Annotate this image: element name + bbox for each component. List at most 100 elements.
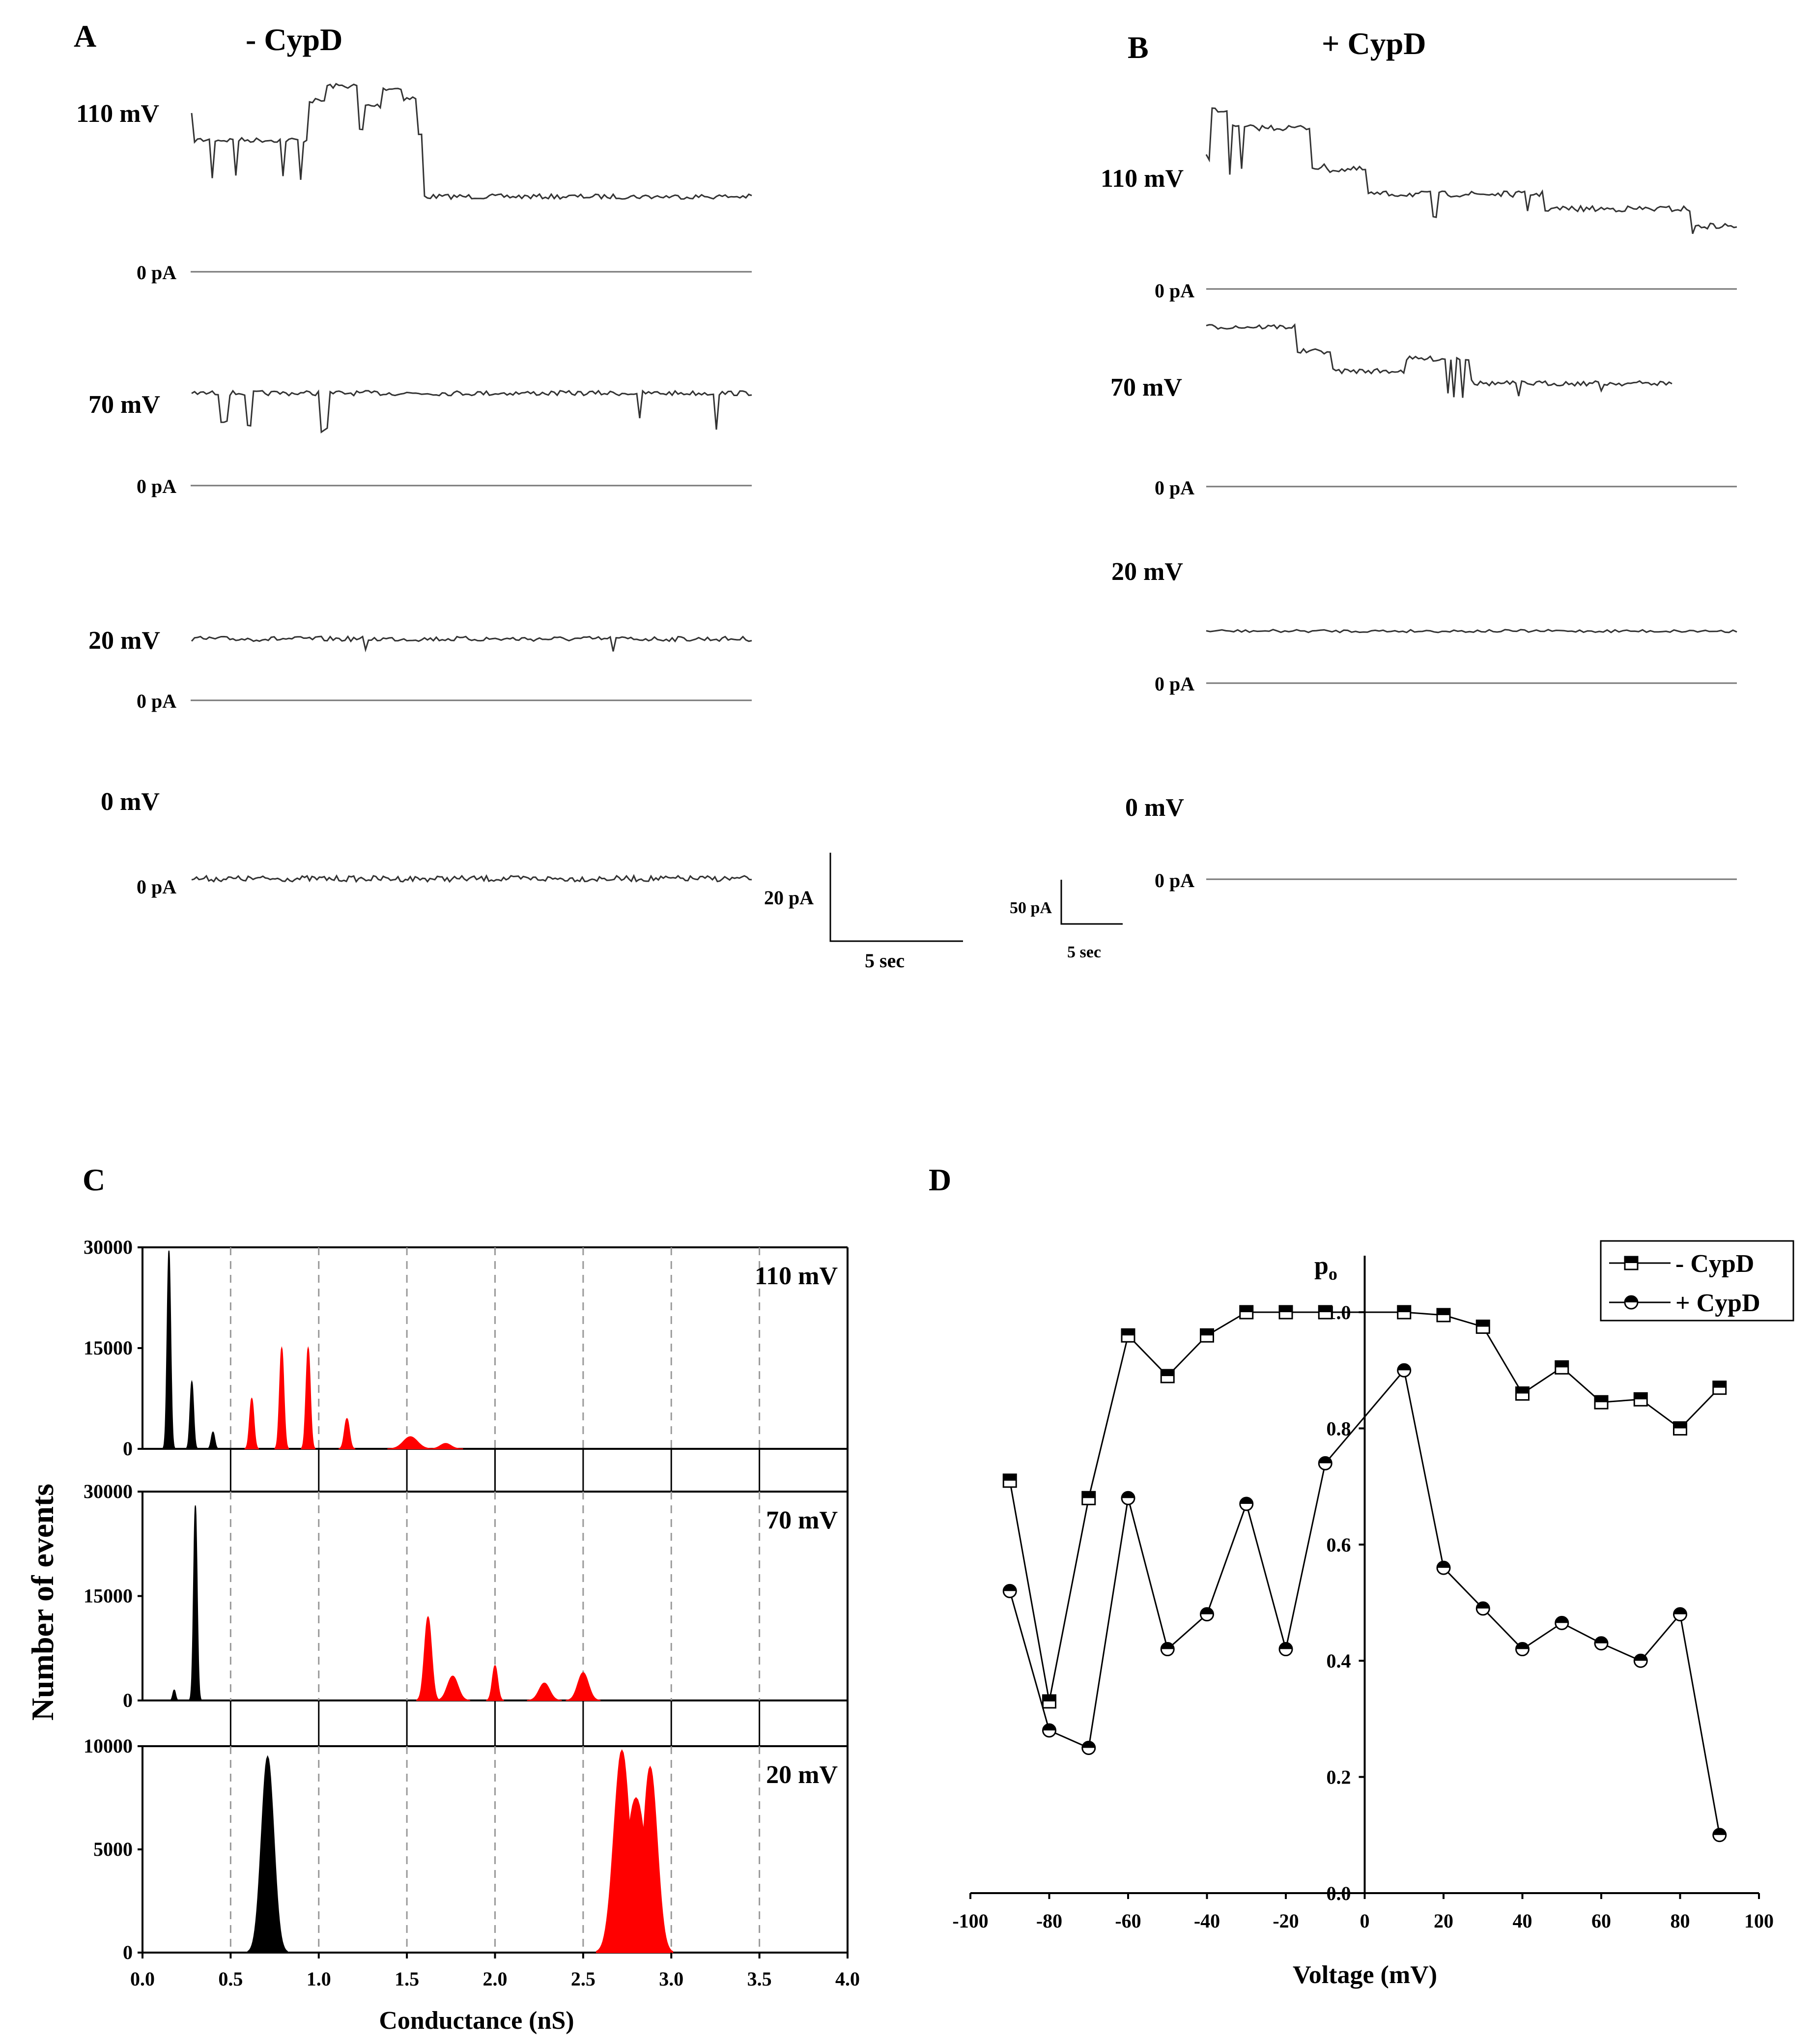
c-red-bars-0-peak-1	[274, 1346, 289, 1449]
c-black-bars-2	[247, 1755, 288, 1953]
d-point-0-12-fill	[1516, 1387, 1529, 1394]
d-point-0-0-fill	[1003, 1474, 1017, 1481]
d-point-0-1-fill	[1043, 1695, 1056, 1701]
d-series-1	[1002, 1363, 1727, 1842]
a-scalebar-current: 20 pA	[764, 887, 814, 909]
d-point-1-3-fill	[1122, 1492, 1134, 1498]
a-trace-20	[191, 635, 752, 653]
d-point-1-17-fill	[1713, 1828, 1726, 1835]
d-ytick-label: 0.2	[1327, 1766, 1351, 1788]
a-trace-voltage-20: 20 mV	[88, 627, 160, 655]
c-red-bars-0-peak-5	[428, 1443, 463, 1449]
d-legend-marker-1-fill	[1625, 1296, 1638, 1302]
d-point-1-2-fill	[1082, 1741, 1095, 1748]
d-point-1-0-fill	[1003, 1584, 1017, 1591]
d-point-0-2-fill	[1082, 1492, 1095, 1498]
c-xtick-label: 2.0	[483, 1968, 508, 1990]
b-trace-voltage-110: 110 mV	[1101, 165, 1184, 193]
c-subplot-2: 0 5000 10000 20 mV	[84, 1735, 849, 1963]
panel-d-label: D	[929, 1162, 951, 1197]
c-ytick-label: 5000	[93, 1838, 133, 1860]
c-ytick-label: 10000	[84, 1735, 133, 1757]
d-point-1-6-fill	[1240, 1497, 1253, 1504]
a-trace-zero-0: 0 pA	[137, 876, 176, 898]
c-black-bars-0-peak-1	[186, 1380, 198, 1449]
d-ytick-label: 0.0	[1327, 1882, 1351, 1904]
a-trace-zero-110: 0 pA	[137, 261, 176, 284]
a-trace-110	[191, 83, 752, 201]
c-black-bars-1	[169, 1505, 202, 1701]
b-trace-voltage-70: 70 mV	[1110, 374, 1182, 402]
c-ytick-label: 0	[123, 1941, 133, 1963]
c-ytick-label: 30000	[84, 1236, 133, 1258]
c-red-bars-1-peak-1	[435, 1675, 470, 1701]
c-subplot-label-2: 20 mV	[766, 1761, 838, 1789]
d-xtick-label: -100	[952, 1910, 988, 1932]
d-point-0-9-fill	[1397, 1306, 1411, 1312]
c-xtick-label: 3.0	[659, 1968, 683, 1990]
d-point-1-11-fill	[1476, 1602, 1490, 1609]
a-scalebar	[829, 853, 963, 942]
d-xlabel: Voltage (mV)	[1293, 1961, 1437, 1989]
d-point-0-7-fill	[1279, 1306, 1292, 1312]
c-red-bars-1-peak-4	[566, 1672, 601, 1701]
d-xtick-label: -40	[1194, 1910, 1220, 1932]
d-point-1-16-fill	[1673, 1608, 1687, 1614]
d-point-0-3-fill	[1122, 1329, 1134, 1336]
panel-c: C Number of events Conductance (nS) 0 150…	[25, 1162, 860, 2035]
d-legend-marker-0-fill	[1625, 1257, 1638, 1263]
b-trace-70	[1206, 323, 1672, 398]
d-point-1-15-fill	[1634, 1654, 1647, 1661]
d-point-0-6-fill	[1240, 1306, 1253, 1312]
c-xtick-label: 0.0	[130, 1968, 155, 1990]
b-trace-zero-70: 0 pA	[1155, 477, 1194, 499]
b-trace-110	[1205, 107, 1737, 234]
d-point-1-13-fill	[1555, 1616, 1568, 1623]
d-xtick-label: 100	[1744, 1910, 1774, 1932]
d-point-0-14-fill	[1595, 1396, 1608, 1403]
d-point-0-11-fill	[1476, 1320, 1490, 1327]
c-red-bars-0-peak-4	[387, 1436, 434, 1449]
d-ytick-label: 0.4	[1327, 1650, 1351, 1672]
c-red-bars-0-peak-2	[301, 1346, 315, 1449]
c-black-bars-2-peak-0	[247, 1755, 288, 1953]
d-point-1-1-fill	[1043, 1724, 1056, 1731]
d-xtick-label: 60	[1591, 1910, 1611, 1932]
d-point-0-16-fill	[1673, 1422, 1687, 1429]
d-point-1-8-fill	[1319, 1457, 1332, 1464]
a-trace-voltage-110: 110 mV	[76, 100, 159, 128]
c-ytick-label: 30000	[84, 1480, 133, 1502]
c-xtick-label: 4.0	[835, 1968, 860, 1990]
d-xtick-label: 40	[1513, 1910, 1532, 1932]
c-black-bars-0-peak-2	[207, 1431, 219, 1449]
d-xtick-label: 20	[1434, 1910, 1453, 1932]
d-legend-label-1: + CypD	[1675, 1289, 1760, 1317]
d-legend: - CypD + CypD	[1600, 1240, 1794, 1322]
panel-b: B + CypD 110 mV 0 pA 70 mV 0 pA 20 mV 0 …	[1010, 26, 1737, 961]
d-xtick-label: 80	[1671, 1910, 1690, 1932]
b-trace-zero-20: 0 pA	[1155, 673, 1194, 695]
c-xtick-label: 3.5	[747, 1968, 772, 1990]
c-black-bars-1-peak-0	[169, 1689, 179, 1701]
d-xtick-label: 0	[1360, 1910, 1370, 1932]
c-red-bars-2	[596, 1749, 674, 1953]
d-point-0-10-fill	[1437, 1308, 1450, 1315]
panel-a-title: - CypD	[246, 22, 342, 57]
d-point-0-17-fill	[1713, 1381, 1726, 1388]
b-trace-zero-0: 0 pA	[1155, 869, 1194, 892]
d-line-plot: -100 -80 -60 -40 -20 0 20 40 60 80 100 0.0 0.2 0.4 0.6…	[952, 1256, 1774, 1932]
panel-a-label: A	[74, 19, 96, 54]
c-xtick-label: 2.5	[571, 1968, 595, 1990]
d-ylabel: po	[1314, 1252, 1337, 1284]
d-point-1-5-fill	[1200, 1608, 1214, 1614]
b-trace-voltage-20: 20 mV	[1111, 558, 1183, 586]
d-point-1-4-fill	[1161, 1642, 1174, 1649]
d-point-1-9-fill	[1397, 1364, 1411, 1371]
d-ytick-label: 0.8	[1327, 1417, 1351, 1439]
d-point-0-5-fill	[1200, 1329, 1214, 1336]
c-subplot-label-1: 70 mV	[766, 1506, 838, 1534]
panel-b-label: B	[1128, 30, 1149, 65]
b-scalebar	[1060, 880, 1123, 925]
panel-c-label: C	[83, 1162, 105, 1197]
b-trace-zero-110: 0 pA	[1155, 280, 1194, 302]
